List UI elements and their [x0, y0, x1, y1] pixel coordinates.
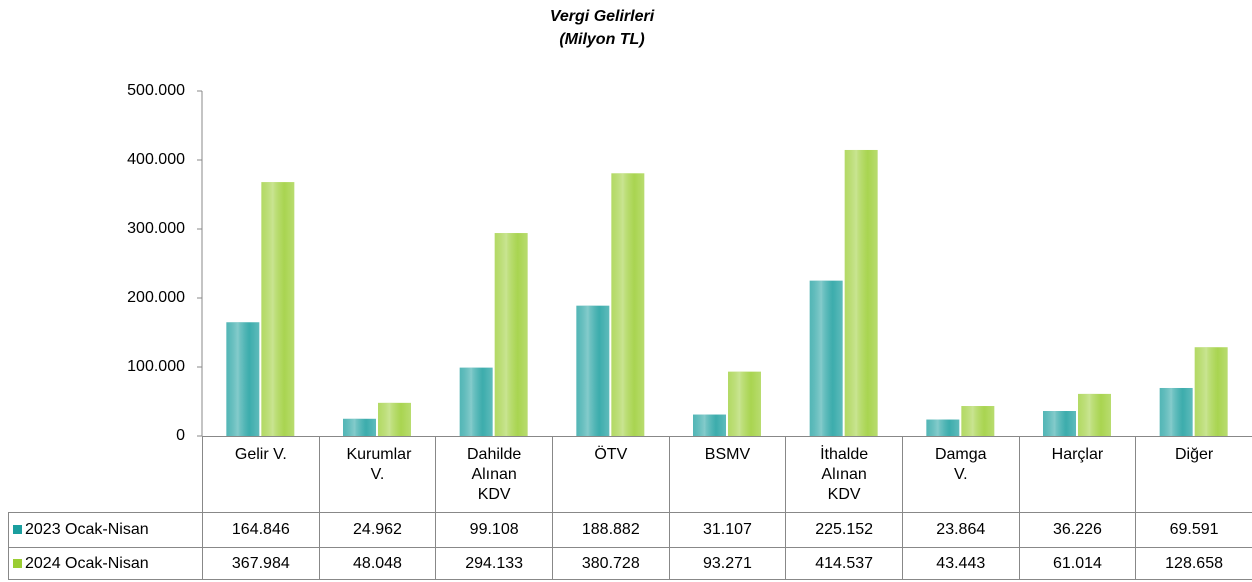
x-tick-label: Damga V.	[934, 446, 987, 483]
bar-highlight	[343, 418, 376, 436]
legend-label: 2024 Ocak-Nisan	[25, 554, 149, 572]
legend-swatch	[13, 558, 22, 568]
bar-highlight	[226, 322, 260, 436]
y-tick-label: 500.000	[127, 82, 185, 99]
data-label: 43.443	[901, 547, 1020, 580]
chart-title: Vergi Gelirleri	[550, 8, 655, 25]
bar-highlight	[693, 414, 726, 436]
data-label: 24.962	[318, 512, 437, 548]
data-label: 23.864	[901, 512, 1020, 548]
data-label: 36.226	[1018, 512, 1137, 548]
legend-entry: 2023 Ocak-Nisan	[8, 512, 203, 548]
data-label: 225.152	[785, 512, 903, 548]
y-tick-label: 400.000	[127, 151, 185, 168]
bar-highlight	[261, 182, 295, 436]
category-cell: ÖTV	[551, 436, 670, 513]
legend-swatch	[13, 525, 22, 534]
chart-subtitle: (Milyon TL)	[559, 31, 644, 48]
data-label: 294.133	[435, 547, 553, 580]
data-label: 31.107	[668, 512, 787, 548]
data-table: Gelir V. Kurumlar V. Dahilde Alınan KDV ÖTV…	[8, 436, 1252, 580]
x-tick-label: Dahilde Alınan KDV	[467, 446, 522, 503]
x-tick-label: ÖTV	[594, 446, 628, 463]
bar-highlight	[459, 367, 493, 436]
category-cell: İthalde Alınan KDV	[785, 436, 903, 513]
bar-highlight	[728, 371, 761, 436]
data-label: 61.014	[1018, 547, 1137, 580]
data-label: 164.846	[202, 512, 320, 548]
legend-entry: 2024 Ocak-Nisan	[8, 547, 203, 580]
y-tick-label: 100.000	[127, 358, 185, 375]
x-tick-label: Gelir V.	[234, 446, 287, 463]
bar-highlight	[378, 402, 411, 436]
category-cell: BSMV	[668, 436, 787, 513]
bar-highlight	[611, 173, 645, 437]
data-label: 380.728	[551, 547, 670, 580]
x-tick-label: Harçlar	[1051, 446, 1104, 463]
bar-highlight	[844, 149, 878, 436]
bar-highlight	[961, 406, 995, 436]
category-cell: Harçlar	[1018, 436, 1137, 513]
bar-highlight	[1159, 387, 1193, 436]
category-cell: Damga V.	[901, 436, 1020, 513]
data-label: 93.271	[668, 547, 787, 580]
bar-highlight	[926, 419, 960, 436]
category-cell: Kurumlar V.	[318, 436, 437, 513]
bar-highlight	[809, 280, 843, 436]
x-tick-label: Kurumlar V.	[346, 446, 412, 483]
data-label: 99.108	[435, 512, 553, 548]
data-label: 414.537	[785, 547, 903, 580]
data-label: 48.048	[318, 547, 437, 580]
data-label: 69.591	[1135, 512, 1252, 548]
y-tick-label: 300.000	[127, 220, 185, 237]
data-label: 188.882	[551, 512, 670, 548]
y-tick-label: 0	[176, 427, 185, 440]
bar-highlight	[576, 305, 610, 436]
x-tick-label: Diğer	[1174, 446, 1214, 463]
data-label: 367.984	[202, 547, 320, 580]
category-cell: Dahilde Alınan KDV	[435, 436, 553, 513]
y-tick-label: 200.000	[127, 289, 185, 306]
x-tick-label: İthalde Alınan KDV	[820, 446, 869, 503]
x-tick-label: BSMV	[704, 446, 751, 463]
chart: Vergi Gelirleri (Milyon TL) 0 100.000 200.…	[127, 8, 1228, 440]
bar-highlight	[494, 233, 528, 436]
bar-highlight	[1194, 347, 1228, 436]
data-label: 128.658	[1135, 547, 1252, 580]
blank-cell	[8, 436, 203, 513]
bar-highlight	[1078, 393, 1111, 436]
category-cell: Gelir V.	[202, 436, 320, 513]
legend-label: 2023 Ocak-Nisan	[25, 521, 149, 538]
bar-highlight	[1043, 411, 1076, 436]
category-cell: Diğer	[1135, 436, 1252, 513]
